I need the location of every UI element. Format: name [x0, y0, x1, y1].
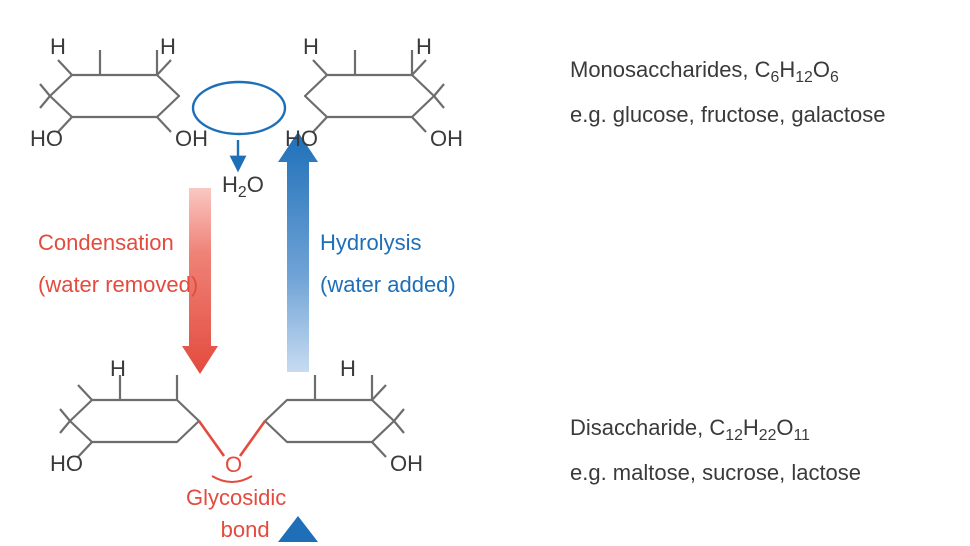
disaccharide-text: Disaccharide, C12H22O11 e.g. maltose, su…: [570, 406, 861, 495]
top-ring1-HO: HO: [30, 122, 63, 155]
top-monosaccharides: [40, 50, 444, 132]
top-ring1-OH: OH: [175, 122, 208, 155]
top-ring2-H-left: H: [303, 30, 319, 63]
condensation-label: Condensation (water removed): [38, 222, 198, 306]
h2o-label: H2O: [222, 168, 264, 205]
top-ring1-H-right: H: [160, 30, 176, 63]
bot-H-right: H: [340, 352, 356, 385]
diagram-stage: H H HO OH H H HO OH H2O Condensation (wa…: [0, 0, 970, 542]
hydrolysis-arrow: [278, 132, 318, 372]
bot-OH: OH: [390, 447, 423, 480]
top-ring1-H-left: H: [50, 30, 66, 63]
top-ring2-H-right: H: [416, 30, 432, 63]
bot-H-left: H: [110, 352, 126, 385]
monosaccharide-text: Monosaccharides, C6H12O6 e.g. glucose, f…: [570, 48, 886, 137]
bottom-disaccharide: [60, 375, 404, 457]
top-ring2-HO: HO: [285, 122, 318, 155]
bot-HO: HO: [50, 447, 83, 480]
glycosidic-label: Glycosidic bond: [186, 482, 286, 546]
bot-O-bridge: O: [225, 448, 242, 481]
hydrolysis-label: Hydrolysis (water added): [320, 222, 456, 306]
top-ring2-OH: OH: [430, 122, 463, 155]
